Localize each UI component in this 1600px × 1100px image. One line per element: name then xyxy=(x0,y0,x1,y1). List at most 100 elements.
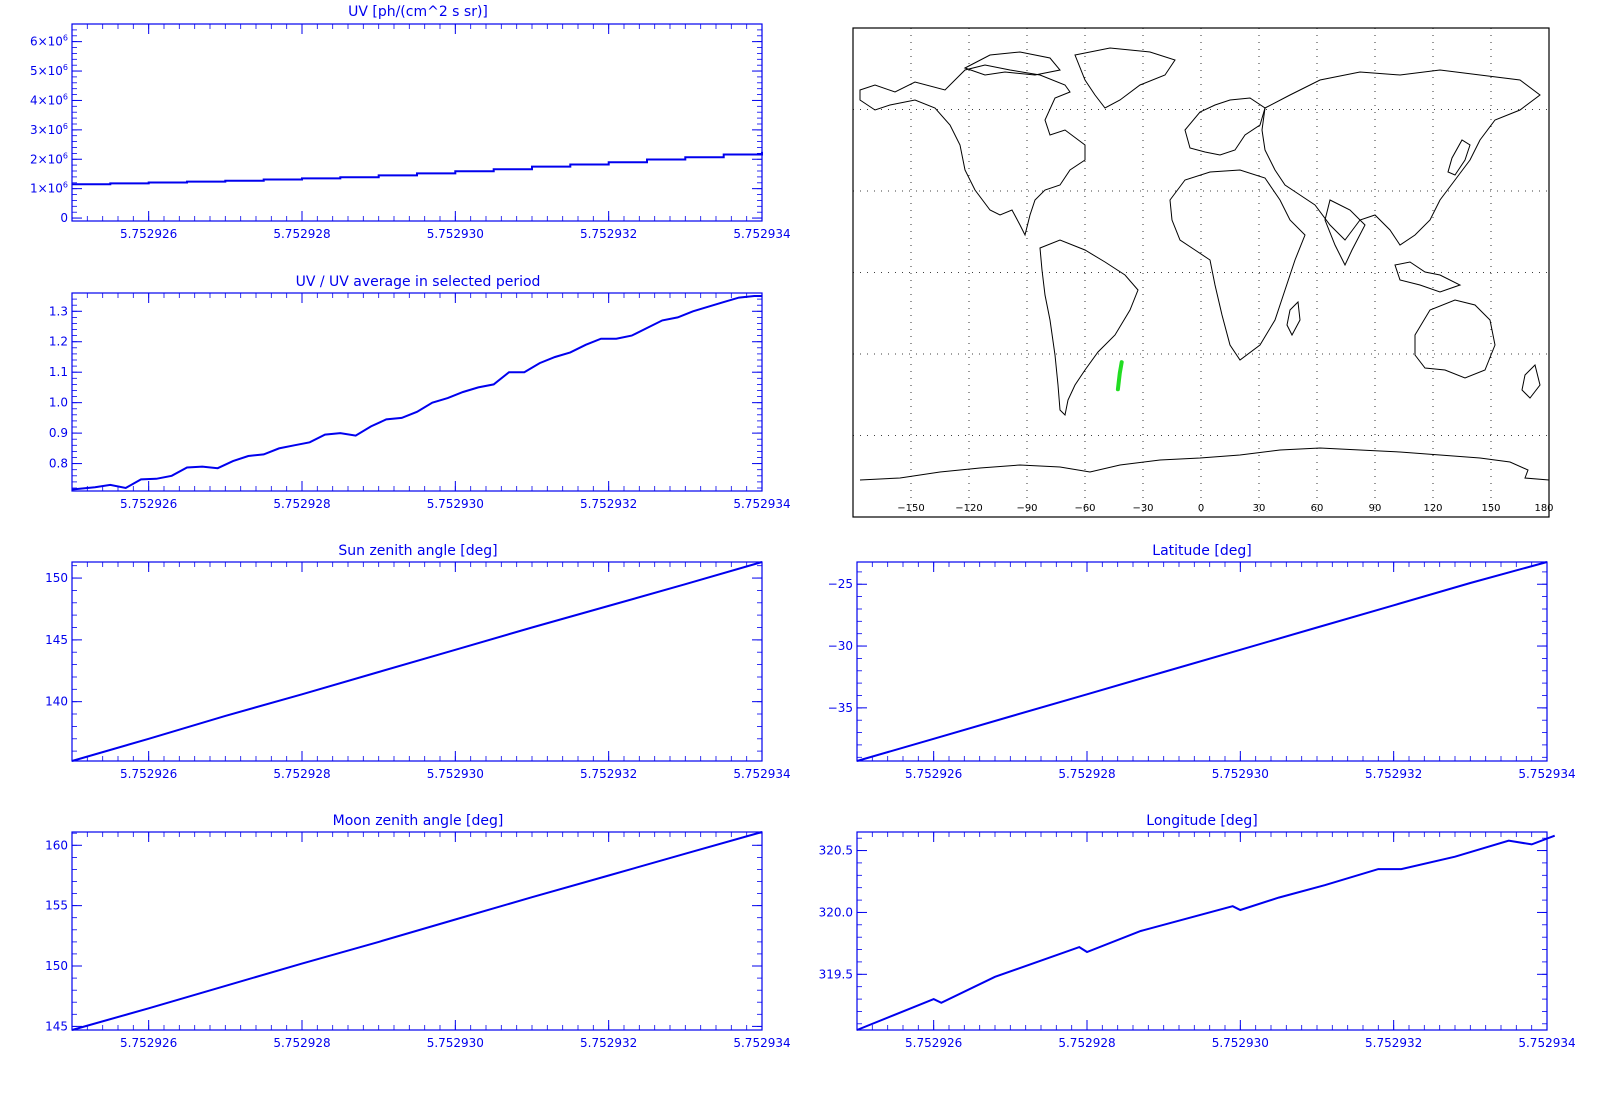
y-tick-label: 3×106 xyxy=(30,122,68,137)
series-line xyxy=(71,295,762,491)
x-tick-label: 5.752934 xyxy=(733,1036,790,1050)
y-tick-label: 320.0 xyxy=(819,905,853,919)
island-new-zealand xyxy=(1521,364,1541,399)
x-tick-label: 5.752932 xyxy=(580,227,637,241)
chart-uvratio-marks: 5.752926 5.752928 5.752930 5.752932 5.752934… xyxy=(49,293,791,511)
map-tick-label: −30 xyxy=(1132,503,1153,514)
x-tick-label: 5.752926 xyxy=(905,767,962,781)
map-tick-label: 90 xyxy=(1369,503,1382,514)
continent-antarctica xyxy=(859,447,1550,481)
y-tick-label: 320.5 xyxy=(819,844,853,858)
x-tick-label: 5.752926 xyxy=(120,767,177,781)
map-tick-label: 60 xyxy=(1311,503,1324,514)
x-tick-label: 5.752934 xyxy=(733,227,790,241)
continent-europe xyxy=(1184,97,1266,156)
series-line xyxy=(856,561,1548,762)
y-tick-label: 155 xyxy=(45,899,68,913)
x-tick-label: 5.752932 xyxy=(1365,767,1422,781)
x-tick-label: 5.752932 xyxy=(580,1036,637,1050)
map-tick-label: 0 xyxy=(1198,503,1204,514)
map-tick-label: 150 xyxy=(1481,503,1500,514)
x-tick-label: 5.752926 xyxy=(120,497,177,511)
y-tick-label: 140 xyxy=(45,695,68,709)
islands-indonesia xyxy=(1394,261,1462,293)
y-tick-label: 1.1 xyxy=(49,365,68,379)
chart-moon-zenith: Moon zenith angle [deg] xyxy=(71,813,763,1031)
chart-title: Longitude [deg] xyxy=(1146,813,1257,829)
x-tick-label: 5.752926 xyxy=(905,1036,962,1050)
chart-uv-ratio: UV / UV average in selected period xyxy=(71,274,763,492)
chart-latitude: Latitude [deg] xyxy=(856,543,1548,762)
island-madagascar xyxy=(1286,300,1301,337)
continent-asia xyxy=(1261,69,1541,246)
chart-lon-marks: 5.752926 5.752928 5.752930 5.752932 5.752934… xyxy=(819,832,1576,1050)
y-tick-label: 2×106 xyxy=(30,151,68,166)
y-tick-label: −30 xyxy=(828,639,853,653)
series-line xyxy=(72,151,763,186)
y-tick-label: 150 xyxy=(45,959,68,973)
continent-greenland xyxy=(1074,47,1176,109)
subcontinent-india xyxy=(1324,199,1366,267)
y-tick-label: 145 xyxy=(45,1019,68,1033)
continent-south-america xyxy=(1039,239,1139,417)
chart-title: UV [ph/(cm^2 s sr)] xyxy=(348,4,488,20)
y-tick-label: 319.5 xyxy=(819,967,853,981)
x-tick-label: 5.752934 xyxy=(1518,1036,1575,1050)
world-map: −150 −120 −90 −60 −30 0 30 60 90 120 150 180 xyxy=(852,27,1554,518)
series-line xyxy=(71,831,763,1031)
chart-title: UV / UV average in selected period xyxy=(296,274,541,290)
x-tick-label: 5.752930 xyxy=(1212,767,1269,781)
map-frame xyxy=(852,27,1550,518)
x-tick-label: 5.752934 xyxy=(733,497,790,511)
y-tick-label: 0 xyxy=(60,211,68,225)
x-tick-label: 5.752930 xyxy=(427,1036,484,1050)
y-tick-label: 6×106 xyxy=(30,34,68,49)
x-tick-label: 5.752932 xyxy=(1365,1036,1422,1050)
satellite-track xyxy=(1115,360,1124,392)
x-tick-label: 5.752928 xyxy=(273,497,330,511)
x-tick-label: 5.752928 xyxy=(1058,767,1115,781)
x-tick-label: 5.752934 xyxy=(733,767,790,781)
chart-title: Latitude [deg] xyxy=(1152,543,1251,559)
x-tick-label: 5.752928 xyxy=(273,767,330,781)
map-tick-label: 30 xyxy=(1253,503,1266,514)
y-tick-label: 160 xyxy=(45,838,68,852)
series-line xyxy=(71,561,763,762)
continent-outlines xyxy=(859,47,1550,481)
island-japan xyxy=(1447,139,1471,176)
map-tick-label: 120 xyxy=(1423,503,1442,514)
chart-sunza-marks: 5.752926 5.752928 5.752930 5.752932 5.752934… xyxy=(45,561,791,781)
chart-title: Moon zenith angle [deg] xyxy=(333,813,504,829)
y-tick-label: 0.9 xyxy=(49,426,68,440)
plot-frame xyxy=(856,831,1548,1031)
plot-frame xyxy=(71,831,763,1031)
x-tick-label: 5.752930 xyxy=(427,227,484,241)
y-tick-label: 1.3 xyxy=(49,304,68,318)
x-tick-label: 5.752932 xyxy=(580,767,637,781)
y-tick-label: 145 xyxy=(45,633,68,647)
x-tick-label: 5.752934 xyxy=(1518,767,1575,781)
y-tick-label: 0.8 xyxy=(49,457,68,471)
x-tick-label: 5.752930 xyxy=(427,497,484,511)
x-tick-label: 5.752928 xyxy=(1058,1036,1115,1050)
map-tick-label: −120 xyxy=(955,503,982,514)
plot-frame xyxy=(71,23,763,222)
y-tick-label: 1.0 xyxy=(49,396,68,410)
y-tick-label: 5×106 xyxy=(30,63,68,78)
chart-longitude: Longitude [deg] xyxy=(856,813,1548,1031)
chart-uv: UV [ph/(cm^2 s sr)] xyxy=(71,4,763,222)
continent-north-america xyxy=(859,64,1086,237)
x-tick-label: 5.752928 xyxy=(273,1036,330,1050)
chart-uv-marks: 5.752926 5.752928 5.752930 5.752932 5.752934… xyxy=(30,23,791,241)
chart-lat-marks: 5.752926 5.752928 5.752930 5.752932 5.752934… xyxy=(828,561,1576,781)
x-tick-label: 5.752930 xyxy=(427,767,484,781)
map-tick-label: 180 xyxy=(1534,503,1553,514)
x-tick-label: 5.752928 xyxy=(273,227,330,241)
x-tick-label: 5.752932 xyxy=(580,497,637,511)
y-tick-label: 1×106 xyxy=(30,181,68,196)
continent-africa xyxy=(1169,169,1306,361)
y-tick-label: −25 xyxy=(828,577,853,591)
continent-australia xyxy=(1414,299,1496,379)
y-tick-label: 4×106 xyxy=(30,92,68,107)
plot-frame xyxy=(71,561,763,762)
